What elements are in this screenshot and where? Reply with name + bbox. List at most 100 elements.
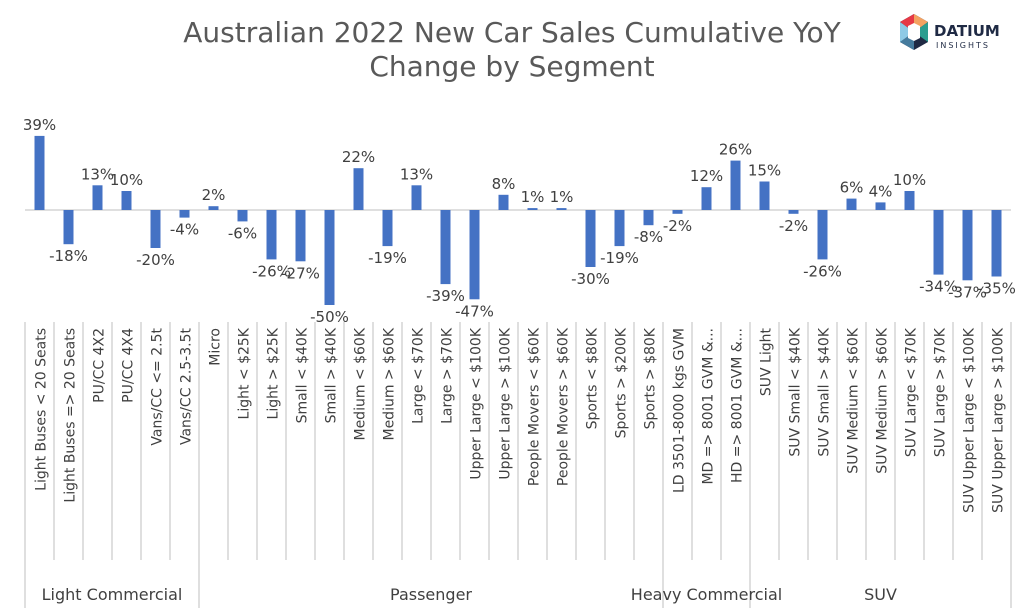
chart-title: Australian 2022 New Car Sales Cumulative… bbox=[0, 16, 1024, 84]
bar bbox=[585, 210, 596, 267]
bar bbox=[904, 191, 915, 210]
category-label: SUV Medium > $60K bbox=[875, 327, 891, 473]
category-label: Small > $40K bbox=[324, 327, 340, 423]
data-label: -26% bbox=[252, 262, 291, 280]
data-label: -19% bbox=[600, 249, 639, 267]
data-label: 6% bbox=[840, 179, 864, 197]
category-label: SUV Light bbox=[759, 327, 775, 396]
category-label: PU/CC 4X2 bbox=[92, 328, 108, 403]
bar bbox=[672, 210, 683, 214]
bar bbox=[237, 210, 248, 222]
bar bbox=[846, 198, 857, 210]
bar bbox=[440, 210, 451, 285]
bar bbox=[353, 168, 364, 210]
chart-axes bbox=[24, 209, 1012, 608]
data-label: -30% bbox=[571, 270, 610, 288]
data-label: 15% bbox=[748, 162, 781, 180]
bar bbox=[643, 210, 654, 226]
category-label: Medium < $60K bbox=[353, 327, 369, 440]
data-label: 2% bbox=[202, 186, 226, 204]
category-label: MD => 8001 GVM &... bbox=[701, 328, 717, 485]
category-label: SUV Upper Large > $100K bbox=[991, 327, 1007, 513]
data-label: -4% bbox=[170, 221, 199, 239]
category-label: Large > $70K bbox=[440, 327, 456, 424]
data-label: -20% bbox=[136, 251, 175, 269]
data-label: -18% bbox=[49, 247, 88, 265]
bar bbox=[991, 210, 1002, 277]
data-label: -39% bbox=[426, 287, 465, 305]
category-label: SUV Small < $40K bbox=[788, 327, 804, 456]
category-label: SUV Small > $40K bbox=[817, 327, 833, 456]
data-label: -8% bbox=[634, 228, 663, 246]
data-label: -2% bbox=[663, 217, 692, 235]
category-label: Small < $40K bbox=[295, 327, 311, 423]
group-label: Passenger bbox=[390, 585, 472, 604]
bar bbox=[150, 210, 161, 248]
data-label: 39% bbox=[23, 116, 56, 134]
group-label: Light Commercial bbox=[42, 585, 183, 604]
bar bbox=[469, 210, 480, 300]
category-label: SUV Large > $70K bbox=[933, 327, 949, 457]
chart-data-labels: 39%-18%13%10%-20%-4%2%-6%-26%-27%-50%22%… bbox=[23, 116, 1016, 326]
category-label: Light > $25K bbox=[266, 327, 282, 419]
category-label: Medium > $60K bbox=[382, 327, 398, 440]
category-label: People Movers > $60K bbox=[556, 327, 572, 486]
category-label: SUV Upper Large < $100K bbox=[962, 327, 978, 513]
bar bbox=[730, 160, 741, 210]
data-label: -50% bbox=[310, 308, 349, 326]
category-label: SUV Medium < $60K bbox=[846, 327, 862, 473]
bar bbox=[556, 208, 567, 210]
chart-bars bbox=[34, 135, 1002, 305]
category-label: Micro bbox=[208, 328, 224, 366]
bar bbox=[614, 210, 625, 247]
data-label: -34% bbox=[919, 278, 958, 296]
bar bbox=[875, 202, 886, 210]
data-label: -27% bbox=[281, 264, 320, 282]
category-label: Light < $25K bbox=[237, 327, 253, 419]
group-label: Heavy Commercial bbox=[631, 585, 782, 604]
bar bbox=[382, 210, 393, 247]
datium-logo-brand: DATIUM bbox=[934, 22, 1000, 40]
category-label: Large < $70K bbox=[411, 327, 427, 424]
data-label: 8% bbox=[492, 175, 516, 193]
group-label: SUV bbox=[864, 585, 897, 604]
category-label: Sports > $200K bbox=[614, 327, 630, 438]
bar bbox=[324, 210, 335, 305]
chart-group-labels: Light Commercial Passenger Heavy Commercia… bbox=[42, 585, 897, 604]
bar bbox=[411, 185, 422, 210]
data-label: 13% bbox=[81, 165, 114, 183]
category-label: People Movers < $60K bbox=[527, 327, 543, 486]
category-label: Vans/CC <= 2.5t bbox=[150, 327, 166, 445]
category-label: Upper Large > $100K bbox=[498, 327, 514, 479]
data-label: 26% bbox=[719, 141, 752, 159]
chart-category-labels: Light Buses < 20 Seats Light Buses => 20 … bbox=[34, 327, 1007, 513]
data-label: 1% bbox=[521, 188, 545, 206]
category-label: Sports > $80K bbox=[643, 327, 659, 429]
category-label: LD 3501-8000 kgs GVM bbox=[672, 328, 688, 493]
bar bbox=[962, 210, 973, 281]
chart-title-line-2: Change by Segment bbox=[369, 50, 655, 83]
bar bbox=[63, 210, 74, 245]
data-label: -35% bbox=[977, 280, 1016, 298]
datium-logo: DATIUM INSIGHTS bbox=[900, 14, 1000, 50]
category-label: HD => 8001 GVM &... bbox=[730, 328, 746, 483]
datium-logo-icon bbox=[900, 14, 928, 50]
data-label: -2% bbox=[779, 217, 808, 235]
bar bbox=[817, 210, 828, 260]
category-label: Light Buses => 20 Seats bbox=[63, 328, 79, 503]
bar bbox=[121, 191, 132, 210]
data-label: 12% bbox=[690, 167, 723, 185]
bar bbox=[295, 210, 306, 262]
bar bbox=[788, 210, 799, 214]
bar bbox=[933, 210, 944, 275]
data-label: 1% bbox=[550, 188, 574, 206]
chart-title-line-1: Australian 2022 New Car Sales Cumulative… bbox=[183, 16, 841, 49]
category-label: Vans/CC 2.5-3.5t bbox=[179, 327, 195, 445]
bar bbox=[179, 210, 190, 218]
datium-logo-sub: INSIGHTS bbox=[936, 41, 990, 50]
category-label: Sports < $80K bbox=[585, 327, 601, 429]
bar bbox=[759, 181, 770, 210]
data-label: 10% bbox=[110, 171, 143, 189]
category-label: Light Buses < 20 Seats bbox=[34, 328, 50, 491]
